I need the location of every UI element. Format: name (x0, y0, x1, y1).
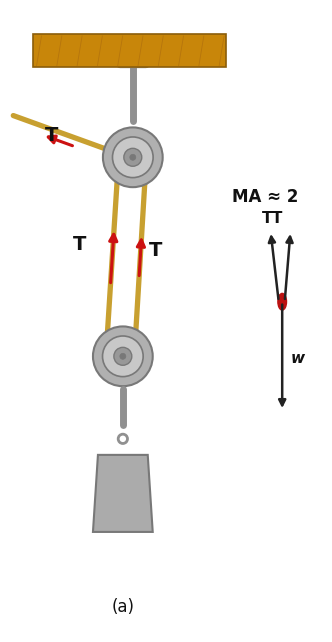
Ellipse shape (124, 148, 142, 166)
Text: TT: TT (262, 211, 284, 227)
Ellipse shape (103, 336, 143, 377)
Circle shape (278, 293, 287, 310)
Ellipse shape (120, 353, 126, 360)
Ellipse shape (130, 154, 136, 160)
FancyBboxPatch shape (33, 34, 226, 67)
Polygon shape (93, 455, 153, 532)
Ellipse shape (103, 127, 163, 187)
Text: (a): (a) (111, 598, 134, 616)
Text: T: T (149, 241, 162, 260)
Text: T: T (72, 236, 86, 254)
Ellipse shape (114, 347, 132, 365)
Ellipse shape (113, 137, 153, 178)
Ellipse shape (93, 326, 153, 386)
Text: T: T (45, 126, 58, 146)
Text: MA ≈ 2: MA ≈ 2 (232, 188, 299, 206)
Text: w: w (290, 351, 305, 366)
